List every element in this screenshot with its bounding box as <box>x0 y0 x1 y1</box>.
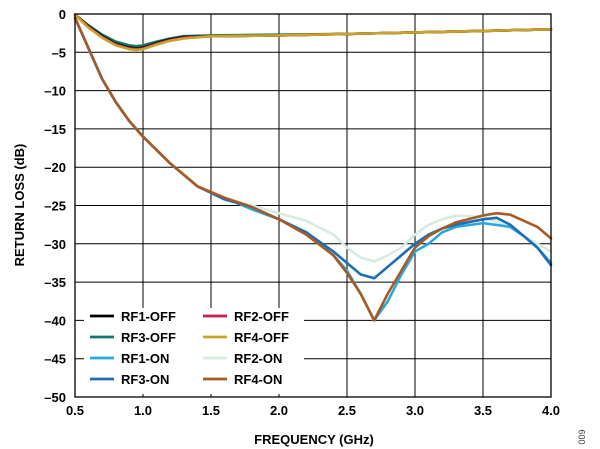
legend-label-rf2-on: RF2-ON <box>234 351 282 366</box>
x-tick-label: 4.0 <box>542 403 560 418</box>
x-tick-label: 3.5 <box>474 403 492 418</box>
plot-frame <box>74 13 552 398</box>
legend-label-rf3-off: RF3-OFF <box>121 330 176 345</box>
grid-lines <box>74 13 552 398</box>
x-tick-label: 2.5 <box>338 403 356 418</box>
x-tick-label: 3.0 <box>406 403 424 418</box>
y-tick-label: –15 <box>44 122 66 137</box>
series-line-rf4-off <box>73 13 553 52</box>
x-axis-ticks: 0.5 1.0 1.5 2.0 2.5 3.0 3.5 4.0 <box>66 403 560 418</box>
y-tick-label: –40 <box>44 313 66 328</box>
legend-label-rf4-off: RF4-OFF <box>234 330 289 345</box>
legend-label-rf4-on: RF4-ON <box>234 372 282 387</box>
plot-series <box>73 13 553 322</box>
y-tick-label: 0 <box>59 7 66 22</box>
y-tick-label: –5 <box>52 45 66 60</box>
figure-id: 009 <box>577 429 587 444</box>
y-tick-label: –35 <box>44 275 66 290</box>
legend-background <box>84 308 304 394</box>
series-line-rf1-on <box>73 16 553 322</box>
x-tick-label: 0.5 <box>66 403 84 418</box>
legend: RF1-OFF RF2-OFF RF3-OFF RF4-OFF RF1-ON RF2-ON… <box>84 308 304 394</box>
y-tick-label: –20 <box>44 160 66 175</box>
x-tick-label: 2.0 <box>270 403 288 418</box>
series-line-rf4-on <box>73 16 553 322</box>
legend-label-rf3-on: RF3-ON <box>121 372 169 387</box>
legend-label-rf2-off: RF2-OFF <box>234 309 289 324</box>
x-axis-title: FREQUENCY (GHz) <box>254 432 374 447</box>
y-tick-label: –30 <box>44 237 66 252</box>
legend-label-rf1-on: RF1-ON <box>121 351 169 366</box>
y-axis-ticks: 0 –5 –10 –15 –20 –25 –30 –35 –40 –45 –50 <box>44 7 66 405</box>
y-axis-title: RETURN LOSS (dB) <box>12 144 27 267</box>
x-tick-label: 1.0 <box>134 403 152 418</box>
legend-label-rf1-off: RF1-OFF <box>121 309 176 324</box>
x-tick-label: 1.5 <box>202 403 220 418</box>
y-tick-label: –50 <box>44 390 66 405</box>
y-tick-label: –10 <box>44 84 66 99</box>
y-tick-label: –25 <box>44 199 66 214</box>
y-tick-label: –45 <box>44 352 66 367</box>
